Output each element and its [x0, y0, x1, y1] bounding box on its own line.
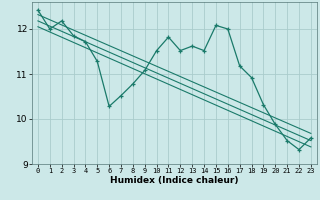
X-axis label: Humidex (Indice chaleur): Humidex (Indice chaleur)	[110, 176, 239, 185]
